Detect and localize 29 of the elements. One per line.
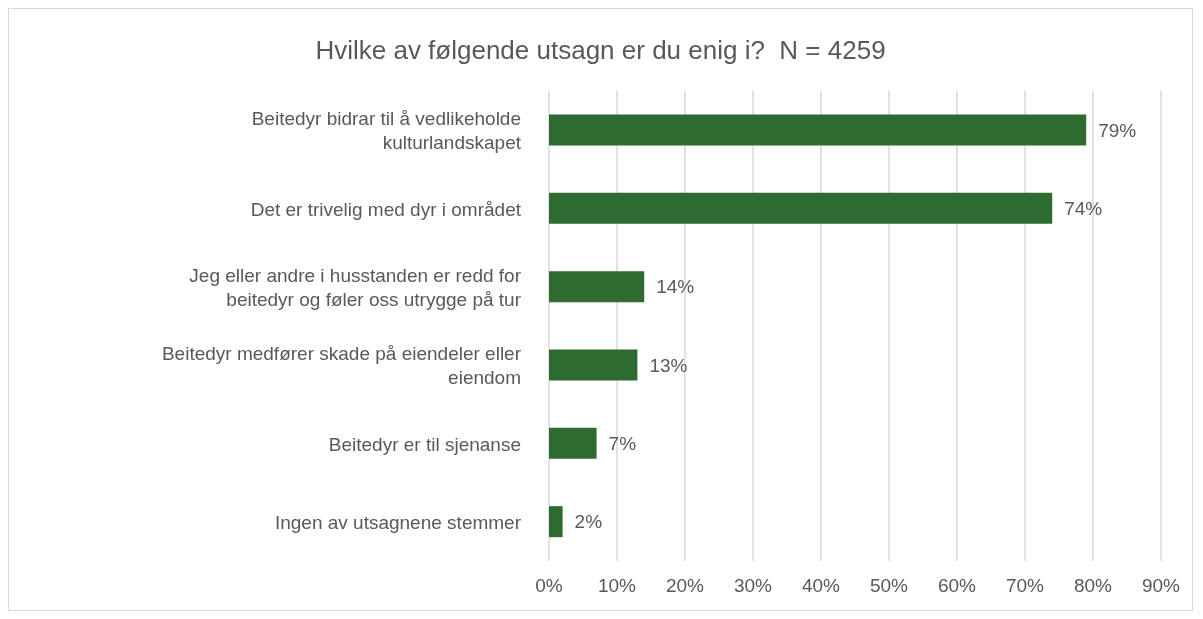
y-tick-label: Det er trivelig med dyr i området	[250, 198, 522, 219]
bar	[549, 192, 1053, 224]
bar	[549, 349, 638, 381]
y-tick-label: Ingen av utsagnene stemmer	[274, 511, 522, 533]
bar	[549, 506, 563, 538]
data-label: 14%	[656, 276, 695, 298]
x-tick-label: 80%	[1073, 575, 1113, 597]
data-label: 13%	[649, 354, 688, 376]
data-label: 74%	[1064, 198, 1103, 220]
bar	[549, 271, 645, 303]
chart-title: Hvilke av følgende utsagn er du enig i? N = 4259	[314, 34, 887, 67]
y-tick-label: Beitedyr er til sjenanse	[328, 433, 521, 454]
x-tick-label: 60%	[937, 575, 977, 597]
x-tick-label: 50%	[869, 575, 909, 597]
x-tick-label: 20%	[665, 575, 705, 597]
bar	[549, 427, 597, 459]
y-tick-label: Beitedyr medfører skade på eiendeler eller eiendom	[161, 342, 522, 388]
x-tick-label: 70%	[1005, 575, 1045, 597]
data-label: 79%	[1098, 119, 1137, 141]
x-tick-label: 0%	[535, 575, 563, 597]
data-label: 2%	[574, 511, 603, 533]
x-tick-label: 30%	[733, 575, 773, 597]
data-label: 7%	[608, 433, 637, 455]
y-tick-label: Jeg eller andre i husstanden er redd for beitedyr og føler oss utrygge på tur	[189, 264, 522, 310]
x-tick-label: 40%	[801, 575, 841, 597]
x-tick-label: 10%	[597, 575, 637, 597]
x-tick-label: 90%	[1141, 575, 1181, 597]
bar	[549, 114, 1087, 146]
y-tick-label: Beitedyr bidrar til å vedlikeholde kulturlandskapet	[251, 107, 522, 153]
